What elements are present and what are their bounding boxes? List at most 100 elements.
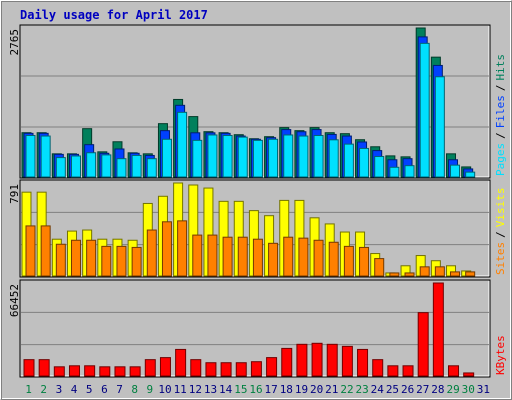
bar xyxy=(419,42,430,178)
bar xyxy=(387,365,399,377)
x-tick-label: 6 xyxy=(101,383,108,396)
bar xyxy=(404,165,415,178)
bar xyxy=(40,135,51,178)
bar xyxy=(357,348,369,377)
bar xyxy=(114,366,126,377)
bar xyxy=(207,134,218,178)
legend-separator: / xyxy=(494,231,507,238)
bar xyxy=(55,243,66,277)
bar xyxy=(129,366,141,377)
bar xyxy=(417,312,429,377)
bar xyxy=(296,343,308,377)
bar xyxy=(237,136,248,178)
bar xyxy=(86,239,97,277)
bar xyxy=(53,366,65,377)
x-tick-label: 4 xyxy=(71,383,78,396)
bar xyxy=(101,245,112,277)
legend-entry: KBytes xyxy=(494,335,507,375)
bar xyxy=(25,225,36,277)
bar xyxy=(341,345,353,377)
legend-entry: Sites xyxy=(494,242,507,275)
bar xyxy=(389,272,400,277)
bar xyxy=(434,266,445,277)
legend-separator: / xyxy=(494,132,507,139)
bar xyxy=(359,246,370,277)
y-tick-label: 2765 xyxy=(8,29,21,56)
bar xyxy=(190,359,202,377)
legend-separator: / xyxy=(494,85,507,92)
bar xyxy=(283,236,294,277)
bar xyxy=(175,348,187,377)
bar xyxy=(268,138,279,178)
bar xyxy=(389,166,400,178)
bar xyxy=(313,135,324,178)
bar xyxy=(116,245,127,277)
bar xyxy=(159,357,171,377)
x-tick-label: 7 xyxy=(116,383,123,396)
x-tick-label: 29 xyxy=(446,383,459,396)
bar xyxy=(343,245,354,277)
x-tick-label: 15 xyxy=(234,383,247,396)
bar xyxy=(70,239,81,277)
x-tick-label: 16 xyxy=(249,383,262,396)
bar xyxy=(266,357,278,377)
bar xyxy=(84,365,96,377)
x-tick-label: 17 xyxy=(265,383,278,396)
x-tick-label: 10 xyxy=(158,383,171,396)
legend-entry: Pages xyxy=(494,143,507,176)
x-tick-label: 21 xyxy=(325,383,338,396)
bar xyxy=(419,266,430,277)
legend: Sites / Visits xyxy=(494,188,507,276)
bar xyxy=(101,154,112,178)
bar xyxy=(55,157,66,178)
x-tick-label: 23 xyxy=(356,383,369,396)
y-tick-label: 791 xyxy=(8,184,21,204)
bar xyxy=(146,229,157,277)
bar xyxy=(374,258,385,277)
bar xyxy=(207,234,218,277)
bar xyxy=(131,154,142,178)
x-tick-label: 8 xyxy=(131,383,138,396)
bar xyxy=(222,135,233,178)
bar xyxy=(131,246,142,277)
legend-entry: Files xyxy=(494,95,507,128)
legend-entry: Visits xyxy=(494,188,507,228)
x-tick-label: 28 xyxy=(431,383,444,396)
bar xyxy=(404,272,415,277)
x-tick-label: 27 xyxy=(416,383,429,396)
bar xyxy=(250,361,262,377)
bar xyxy=(283,134,294,178)
bar xyxy=(192,234,203,277)
bar xyxy=(372,359,384,377)
bar xyxy=(86,152,97,178)
bar xyxy=(38,359,50,377)
bar xyxy=(359,147,370,178)
legend-entry: Hits xyxy=(494,54,507,81)
bar xyxy=(450,164,461,178)
x-tick-label: 2 xyxy=(40,383,47,396)
bar xyxy=(465,271,476,277)
x-tick-label: 19 xyxy=(295,383,308,396)
x-tick-label: 12 xyxy=(189,383,202,396)
bar xyxy=(448,365,460,377)
x-tick-label: 3 xyxy=(56,383,63,396)
x-tick-label: 25 xyxy=(386,383,399,396)
bar xyxy=(311,342,323,377)
panel xyxy=(19,279,491,378)
bar xyxy=(237,236,248,277)
x-tick-label: 1 xyxy=(25,383,32,396)
x-tick-label: 5 xyxy=(86,383,93,396)
bar xyxy=(463,372,475,377)
y-tick-label: 66452 xyxy=(8,284,21,317)
bar xyxy=(144,359,156,377)
bar xyxy=(177,220,188,277)
bar xyxy=(281,347,293,377)
x-tick-label: 13 xyxy=(204,383,217,396)
bar xyxy=(220,362,232,377)
x-tick-label: 30 xyxy=(462,383,475,396)
x-tick-label: 14 xyxy=(219,383,233,396)
x-tick-label: 31 xyxy=(477,383,490,396)
bar xyxy=(177,111,188,178)
bar xyxy=(70,155,81,178)
